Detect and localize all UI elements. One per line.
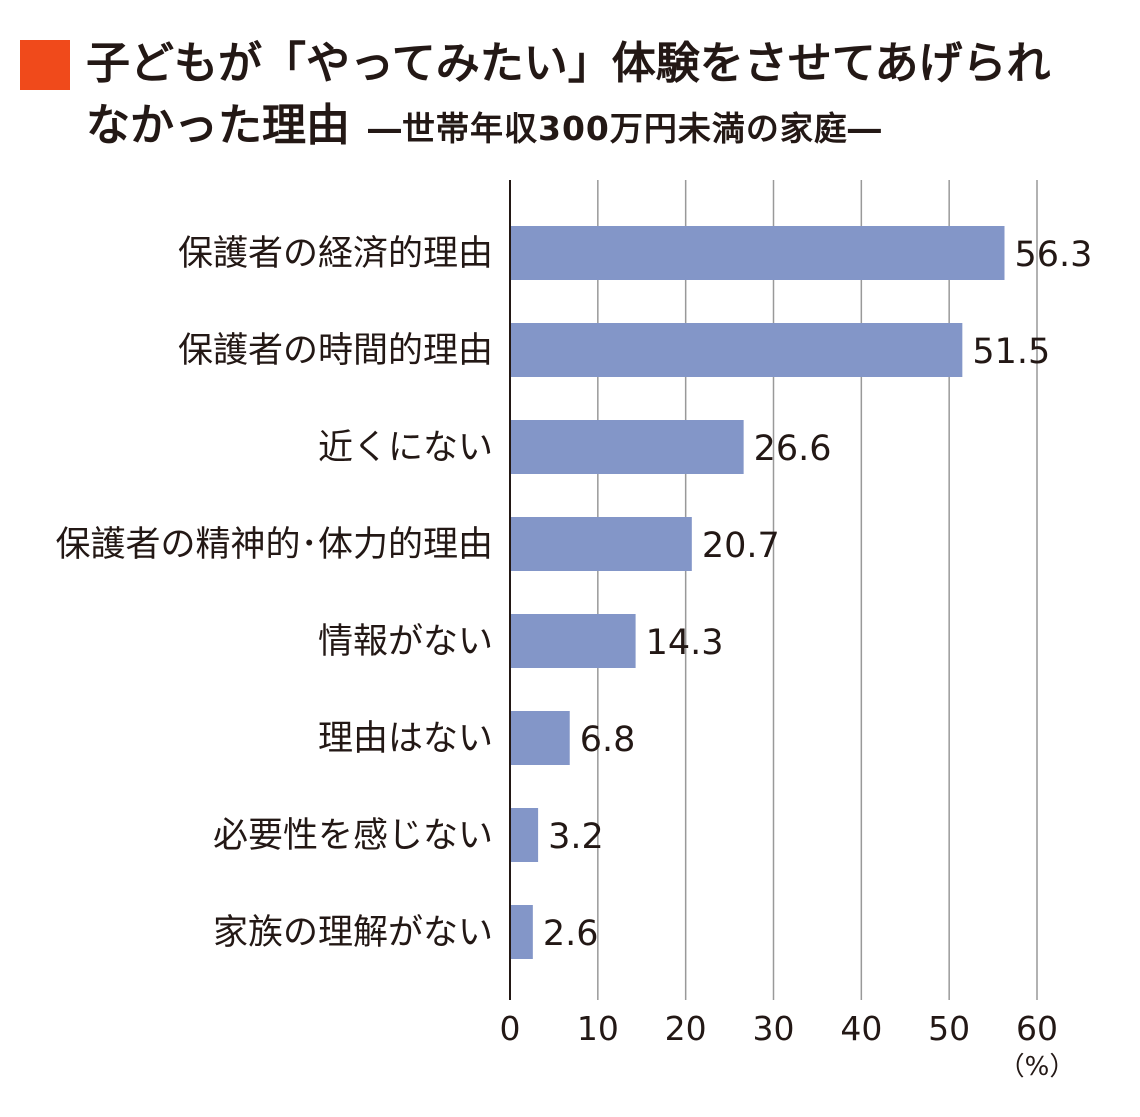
- category-label-1: 保護者の経済的理由: [178, 234, 493, 274]
- category-label-7: 必要性を感じない: [213, 816, 493, 856]
- value-label-3: 26.6: [754, 429, 832, 469]
- bar-6: [510, 711, 570, 765]
- value-label-8: 2.6: [543, 914, 599, 954]
- value-label-7: 3.2: [548, 817, 604, 857]
- chart-title-line1: 子どもが「やってみたい」体験をさせてあげられ: [86, 38, 1051, 89]
- x-tick-label-50: 50: [928, 1009, 970, 1048]
- value-label-2: 51.5: [972, 332, 1050, 372]
- bar-7: [510, 808, 539, 862]
- x-tick-label-10: 10: [577, 1009, 619, 1048]
- category-label-2: 保護者の時間的理由: [178, 331, 493, 371]
- x-tick-label-30: 30: [753, 1009, 795, 1048]
- chart-subtitle: ―世帯年収300万円未満の家庭―: [368, 109, 882, 148]
- x-tick-label-40: 40: [840, 1009, 882, 1048]
- chart-title-line2: なかった理由 ―世帯年収300万円未満の家庭―: [86, 98, 882, 157]
- bar-4: [510, 517, 692, 571]
- category-label-8: 家族の理解がない: [213, 913, 493, 953]
- chart-title-line2-text: なかった理由: [86, 100, 350, 151]
- bar-5: [510, 614, 636, 668]
- bar-8: [510, 905, 533, 959]
- value-label-6: 6.8: [580, 720, 636, 760]
- bar-1: [510, 226, 1005, 280]
- bar-3: [510, 420, 744, 474]
- x-tick-label-0: 0: [500, 1009, 521, 1048]
- labels: 0 10 20 30 40 50 60 （%） 保護者の経済的理由 56.3 保護者の時間的理由 51…: [55, 180, 1092, 1082]
- category-label-5: 情報がない: [318, 622, 493, 662]
- x-unit-label: （%）: [999, 1052, 1076, 1082]
- x-tick-label-60: 60: [1016, 1009, 1058, 1048]
- x-tick-label-20: 20: [665, 1009, 707, 1048]
- category-label-6: 理由はない: [318, 719, 493, 759]
- grid-lines: [509, 180, 1038, 1000]
- category-label-4: 保護者の精神的･体力的理由: [55, 525, 493, 565]
- category-label-3: 近くにない: [318, 428, 493, 468]
- value-label-5: 14.3: [646, 623, 724, 663]
- bars: [510, 226, 1005, 959]
- bar-2: [510, 323, 963, 377]
- title-marker-icon: [20, 40, 70, 90]
- value-label-1: 56.3: [1015, 235, 1093, 275]
- value-label-4: 20.7: [702, 526, 780, 566]
